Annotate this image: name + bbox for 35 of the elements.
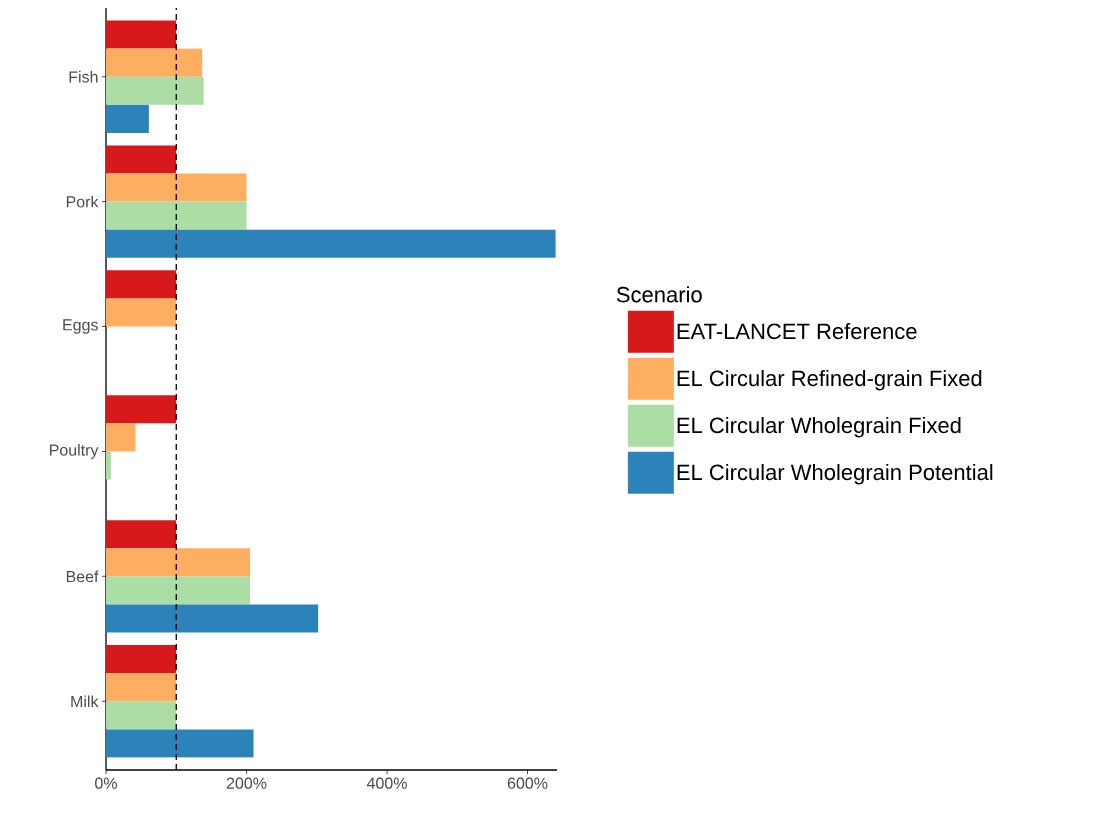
y-tick-label: Fish — [69, 70, 98, 83]
y-tick-label: Milk — [71, 695, 99, 708]
bar — [106, 576, 251, 605]
bar — [106, 298, 177, 327]
bar — [106, 48, 203, 77]
bar — [106, 173, 247, 202]
bar — [106, 548, 251, 577]
y-tick-label: Poultry — [50, 443, 99, 459]
x-tick-label: 0% — [95, 777, 117, 789]
x-tick-label: 400% — [366, 777, 407, 789]
legend-label: EL Circular Refined-grain Fixed — [677, 369, 982, 391]
bar — [106, 604, 319, 633]
bar — [106, 423, 136, 452]
bar — [106, 20, 177, 49]
y-tick-label: Eggs — [63, 319, 98, 334]
bar — [106, 76, 204, 105]
bar — [106, 520, 177, 549]
y-tick-label: Beef — [66, 570, 99, 583]
y-tick-label: Pork — [66, 195, 99, 208]
bar — [106, 145, 177, 174]
bar — [106, 270, 177, 299]
legend-label: EAT-LANCET Reference — [677, 323, 917, 340]
legend-label: EL Circular Wholegrain Fixed — [677, 416, 961, 438]
bar — [106, 673, 177, 702]
x-tick-label: 200% — [226, 777, 267, 789]
bar — [106, 395, 177, 424]
legend-title: Scenario — [616, 286, 702, 303]
bar — [106, 229, 556, 258]
bar — [106, 104, 149, 133]
x-tick-label: 600% — [507, 777, 548, 789]
bar — [106, 701, 177, 730]
bar — [106, 729, 254, 758]
bar — [106, 201, 247, 230]
legend-label: EL Circular Wholegrain Potential — [677, 463, 993, 485]
bar — [106, 645, 177, 674]
